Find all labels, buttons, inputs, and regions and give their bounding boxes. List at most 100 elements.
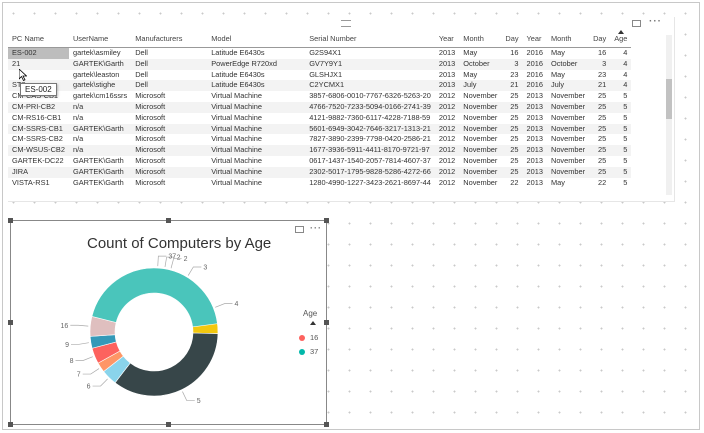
table-cell[interactable]: Virtual Machine <box>211 177 262 187</box>
table-cell[interactable]: Microsoft <box>131 101 208 113</box>
column-header-username[interactable]: UserName <box>68 29 132 48</box>
table-cell[interactable]: GV7Y9Y1 <box>305 58 435 70</box>
table-row[interactable]: gartek\leaston Dell Latitude E6430s GLSHJX1… <box>8 70 631 81</box>
table-cell[interactable]: Microsoft <box>135 155 166 165</box>
table-scrollbar-thumb[interactable] <box>666 79 672 119</box>
table-cell[interactable]: 2302-5017-1795-9828-5286-4272-66 <box>305 166 435 178</box>
table-cell[interactable]: G2S94X1 <box>309 48 342 57</box>
table-cell[interactable]: 2013 <box>438 69 456 79</box>
table-cell[interactable]: 2016 <box>526 48 543 57</box>
table-cell[interactable]: GARTEK\Garth <box>72 155 124 165</box>
resize-handle-left[interactable] <box>8 320 13 325</box>
table-cell[interactable]: Microsoft <box>135 91 166 101</box>
table-cell[interactable]: 23 <box>598 69 607 79</box>
table-cell[interactable]: November <box>463 155 498 165</box>
table-cell[interactable]: gartek\asmiley <box>72 48 121 57</box>
table-cell[interactable]: Dell <box>135 69 148 79</box>
table-cell[interactable]: 2013 <box>438 48 456 57</box>
table-cell[interactable]: Virtual Machine <box>207 145 306 156</box>
table-cell[interactable]: 25 <box>589 166 611 178</box>
table-row[interactable]: CM-PRI-CB2 n/a Microsoft Virtual Machine 476… <box>8 101 632 113</box>
resize-handle-bottom[interactable] <box>166 422 171 427</box>
column-header-year[interactable]: Year <box>434 29 460 48</box>
table-cell[interactable]: Microsoft <box>131 166 208 178</box>
resize-handle-top-right[interactable] <box>324 218 329 223</box>
table-cell[interactable]: July <box>459 80 502 92</box>
table-cell[interactable]: November <box>463 91 498 101</box>
table-cell[interactable]: 0617-1437-1540-2057-7814-4607-37 <box>309 155 431 165</box>
table-cell[interactable]: 3 <box>501 58 523 70</box>
legend-item[interactable]: 37 <box>299 347 318 356</box>
table-cell[interactable]: C2YCMX1 <box>305 80 435 92</box>
table-cell[interactable]: n/a <box>68 101 132 113</box>
table-cell[interactable]: 25 <box>510 155 519 165</box>
table-cell[interactable]: 5 <box>610 166 632 178</box>
column-header-day[interactable]: Day <box>589 29 611 48</box>
table-cell[interactable]: November <box>463 134 498 144</box>
table-cell[interactable]: November <box>459 123 502 135</box>
table-cell[interactable]: 4 <box>623 69 628 79</box>
table-cell[interactable]: Virtual Machine <box>207 123 306 135</box>
table-cell[interactable]: 2013 <box>526 134 543 144</box>
table-cell[interactable]: 1677-3936-5911-4411-8170-9721-97 <box>305 145 435 156</box>
table-cell[interactable]: October <box>459 58 502 70</box>
table-cell[interactable]: 4 <box>610 58 632 70</box>
table-cell[interactable]: November <box>459 166 502 178</box>
table-cell[interactable]: July <box>546 80 590 92</box>
table-cell[interactable]: gartek\leaston <box>72 69 120 79</box>
table-cell[interactable]: May <box>550 69 565 79</box>
table-cell[interactable]: 2013 <box>522 101 547 113</box>
table-cell[interactable]: 2012 <box>434 101 460 113</box>
table-cell[interactable]: CM-RS16-CB1 <box>12 112 62 122</box>
table-cell[interactable]: 5 <box>623 134 628 144</box>
table-row[interactable]: CM-RS16-CB1 n/a Microsoft Virtual Machine 41… <box>8 113 631 124</box>
table-cell[interactable]: 25 <box>598 134 607 144</box>
table-cell[interactable]: Dell <box>131 80 208 92</box>
table-cell[interactable]: 25 <box>589 145 611 156</box>
legend-item[interactable]: 16 <box>299 333 318 342</box>
table-cell[interactable]: CM-SSRS-CB1 <box>8 123 69 135</box>
drag-grip-icon[interactable] <box>341 20 351 27</box>
table-cell[interactable]: n/a <box>68 145 132 156</box>
table-cell[interactable]: 25 <box>598 112 607 122</box>
table-cell[interactable]: CM-PRI-CB2 <box>8 101 69 113</box>
more-options-icon[interactable]: ··· <box>649 16 662 27</box>
table-cell[interactable]: 5 <box>610 145 632 156</box>
column-header-model[interactable]: Model <box>207 29 306 48</box>
column-header-age[interactable]: Age <box>610 29 632 48</box>
table-cell[interactable]: 16 <box>510 48 519 57</box>
table-row[interactable]: CM-SSRS-CB2 n/a Microsoft Virtual Machine 78… <box>8 134 631 145</box>
table-cell[interactable]: 2016 <box>526 69 543 79</box>
table-cell[interactable]: GARTEK\Garth <box>68 166 132 178</box>
table-cell[interactable]: 7827-3890-2399-7798-0420-2586-21 <box>309 134 431 144</box>
table-cell[interactable]: 5 <box>623 177 628 187</box>
table-cell[interactable]: 25 <box>510 112 519 122</box>
table-cell[interactable]: 25 <box>598 155 607 165</box>
table-cell[interactable]: Microsoft <box>135 134 166 144</box>
table-cell[interactable]: 2012 <box>438 155 456 165</box>
column-header-year[interactable]: Year <box>522 29 547 48</box>
table-cell[interactable]: May <box>550 48 565 57</box>
table-cell[interactable]: 3857-6806-0010-7767-6326-5263-20 <box>309 91 431 101</box>
table-cell[interactable]: GARTEK\Garth <box>68 58 132 70</box>
table-cell[interactable]: 2013 <box>522 145 547 156</box>
table-cell[interactable]: 22 <box>510 177 519 187</box>
table-cell[interactable]: November <box>550 155 586 165</box>
table-cell[interactable]: Microsoft <box>131 123 208 135</box>
table-cell[interactable]: November <box>550 112 586 122</box>
table-cell[interactable]: November <box>463 177 498 187</box>
donut-slice[interactable] <box>114 332 219 397</box>
table-cell[interactable]: November <box>546 123 590 135</box>
table-cell[interactable]: JIRA <box>8 166 69 178</box>
table-row[interactable]: ES-002 gartek\asmiley Dell Latitude E6430s G… <box>8 47 631 59</box>
table-cell[interactable]: November <box>550 91 586 101</box>
table-cell[interactable]: 2013 <box>434 80 460 92</box>
table-row[interactable]: JIRA GARTEK\Garth Microsoft Virtual Machine… <box>8 166 632 178</box>
table-cell[interactable]: 1280-4990-1227-3423-2621-8697-44 <box>309 177 431 187</box>
table-cell[interactable]: 25 <box>501 145 523 156</box>
table-cell[interactable]: 25 <box>589 123 611 135</box>
table-cell[interactable]: 2012 <box>434 145 460 156</box>
table-cell[interactable]: 5 <box>610 101 632 113</box>
table-cell[interactable]: 25 <box>501 101 523 113</box>
table-cell[interactable]: May <box>463 69 478 79</box>
